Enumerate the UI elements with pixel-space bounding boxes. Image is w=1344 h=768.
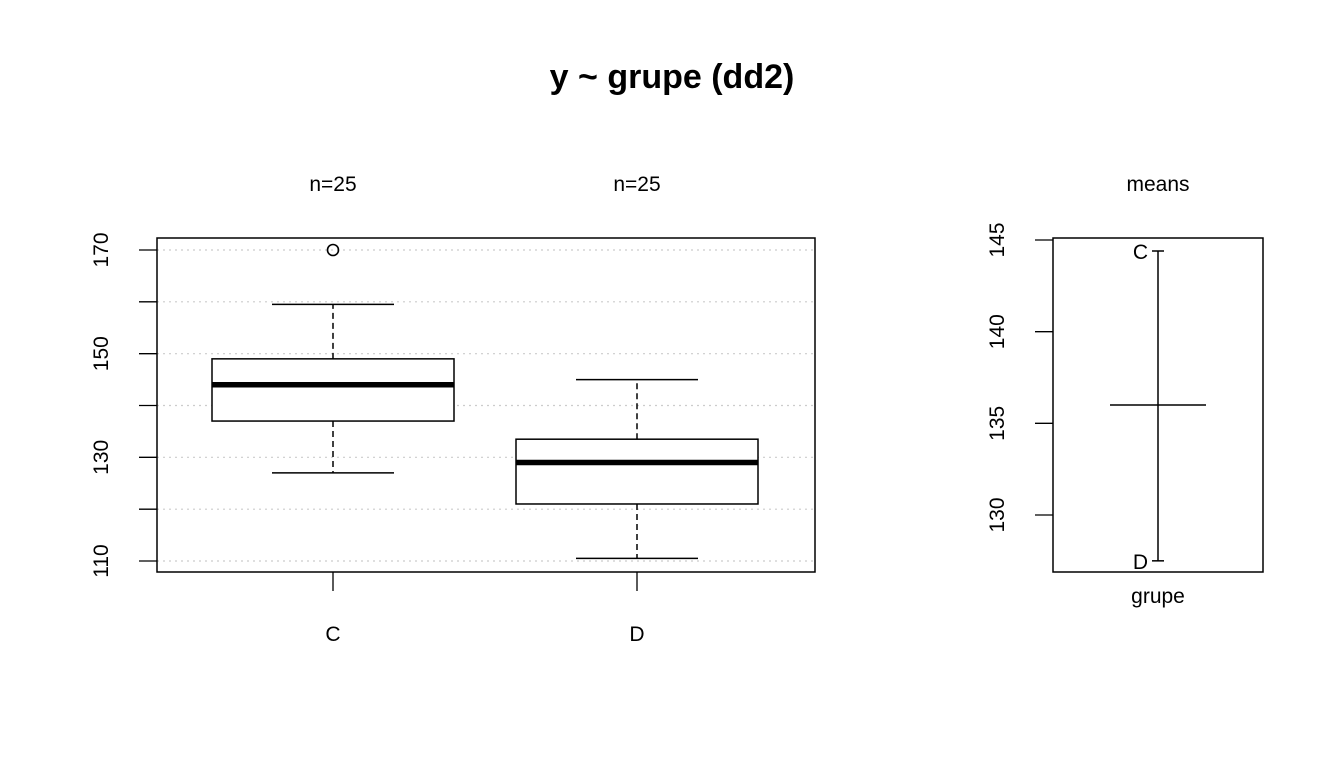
- x-tick-label: D: [629, 623, 644, 646]
- x-tick-label: C: [325, 623, 340, 646]
- y-tick-label: 170: [90, 232, 113, 267]
- plot-frame: [156, 237, 816, 573]
- panel-title: means: [1126, 173, 1189, 196]
- plot-frame: [1052, 237, 1264, 573]
- x-axis-label: grupe: [1131, 585, 1185, 608]
- count-label: n=25: [613, 173, 660, 196]
- y-tick-label: 145: [986, 222, 1009, 257]
- count-label: n=25: [309, 173, 356, 196]
- boxplot-panel: 110 130 150 170 Cn=25 Dn=25: [90, 173, 816, 646]
- box-iqr: [211, 358, 455, 422]
- y-tick-label: 130: [986, 497, 1009, 532]
- chart-title: y ~ grupe (dd2): [549, 58, 795, 96]
- mean-label: D: [1133, 551, 1148, 574]
- box-iqr: [515, 438, 759, 505]
- outlier-point: [326, 243, 340, 257]
- y-tick-label: 140: [986, 314, 1009, 349]
- y-tick-label: 150: [90, 336, 113, 371]
- y-tick-label: 130: [90, 440, 113, 475]
- y-tick-label: 135: [986, 406, 1009, 441]
- mean-label: C: [1133, 241, 1148, 264]
- y-tick-label: 110: [90, 544, 113, 577]
